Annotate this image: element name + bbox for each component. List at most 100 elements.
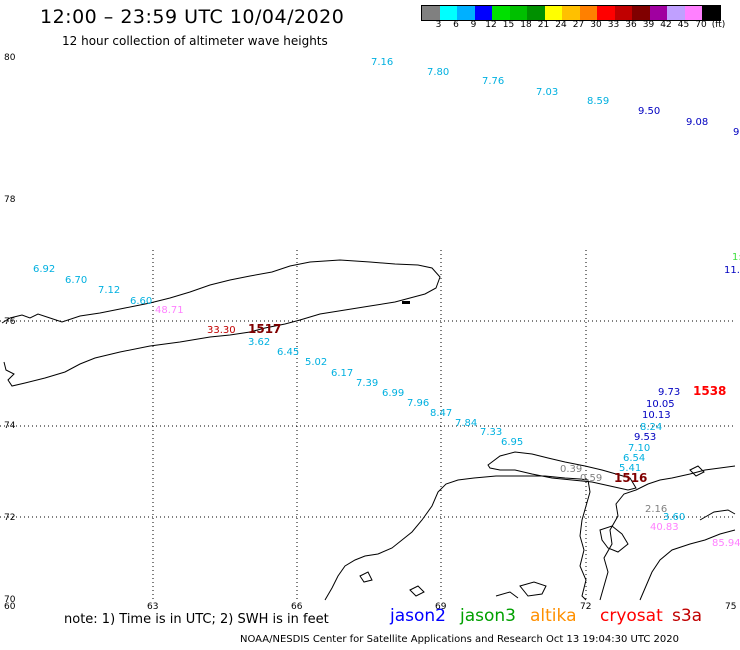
pass-time-label: 1517 [248,322,281,336]
coastline-mainland [324,475,591,601]
wave-height-value: 7.33 [480,427,502,438]
wave-height-readings: 7.16 7.80 7.76 7.03 8.59 9.50 9.08 9 1: 11. 6.92 6.… [33,57,740,549]
wave-height-value: 9.53 [634,432,656,443]
x-axis-labels: 60 63 66 69 72 75 [4,602,736,612]
x-label-60: 60 [4,602,16,612]
wave-height-value: 9 [733,127,739,138]
x-label-63: 63 [147,602,158,612]
color-swatch [439,6,457,20]
color-swatch [702,6,720,20]
coastline-inlet [599,525,629,553]
color-swatch [492,6,510,20]
map-subtitle: 12 hour collection of altimeter wave hei… [62,34,328,48]
wave-height-value: 8.47 [430,408,452,419]
color-scale-label: 30 [590,20,602,30]
color-scale-label: 15 [502,20,515,30]
wave-height-value: 7.03 [536,87,558,98]
wave-height-value: 10.13 [642,410,671,421]
wave-height-value: 7.39 [356,378,378,389]
wave-height-value: 6.45 [277,347,299,358]
wave-height-value: 7.10 [628,443,650,454]
color-scale-label: 70 [695,20,707,30]
legend-jason2: jason2 [390,606,446,626]
color-swatch [562,6,580,20]
wave-height-value: 7.84 [455,418,477,429]
wave-height-value: 5.41 [619,463,641,474]
units-note: note: 1) Time is in UTC; 2) SWH is in fe… [64,612,329,627]
color-scale-label: 45 [677,20,690,30]
color-swatch [597,6,615,20]
legend-s3a: s3a [672,606,703,626]
island-small-2 [495,591,519,599]
color-swatch [649,6,667,20]
wave-height-value: 7.96 [407,398,429,409]
pass-time-label: 1538 [693,384,726,398]
legend-cryosat: cryosat [600,606,663,626]
color-swatch [544,6,562,20]
color-swatch [527,6,545,20]
island-small-3 [409,585,425,597]
wave-height-value: 6.99 [382,388,404,399]
color-scale-label: 42 [660,20,672,30]
color-scale-label: 39 [642,20,655,30]
y-label-78: 78 [4,195,16,205]
color-scale-label: 33 [607,20,620,30]
wave-height-value: 3.60 [663,512,685,523]
wave-height-value: 7.80 [427,67,449,78]
wave-height-value: 7.12 [98,285,120,296]
wave-height-value: 7.16 [371,57,393,68]
color-scale-label: 18 [520,20,532,30]
color-swatch [632,6,650,20]
wave-height-value: 6.70 [65,275,87,286]
color-scale-label: 27 [572,20,585,30]
color-swatch [684,6,702,20]
legend-altika: altika [530,606,577,626]
y-label-76: 76 [4,317,16,327]
wave-height-value: 85.94 [712,538,740,549]
wave-height-value: 1: [732,252,740,263]
wave-height-value: 6.60 [130,296,152,307]
color-swatch [422,6,440,20]
pass-time-label: 1516 [614,471,647,485]
wave-height-value: 6.95 [501,437,523,448]
wave-height-value: 0.39 [560,464,582,475]
color-swatch [509,6,527,20]
y-label-80: 80 [4,53,16,63]
color-scale-label: 36 [625,20,637,30]
credits-footer: NOAA/NESDIS Center for Satellite Applica… [240,634,679,645]
wave-height-value: 6.54 [623,453,645,464]
map-title: 12:00 – 23:59 UTC 10/04/2020 [40,6,345,28]
color-scale-label: 12 [485,20,497,30]
coastline-east [599,465,736,601]
wave-height-value: 11. [724,265,740,276]
wave-height-value: 9.08 [686,117,708,128]
island-small-1 [519,581,547,597]
color-swatch [579,6,597,20]
x-label-72: 72 [580,602,591,612]
x-label-66: 66 [291,602,303,612]
coastline-east-lower [639,529,736,601]
island-small-4 [359,571,373,583]
x-label-69: 69 [435,602,447,612]
y-axis-labels: 80 78 76 74 72 70 [4,53,16,605]
color-scale-label: 24 [555,20,567,30]
y-label-74: 74 [4,421,16,431]
wave-height-value: 6.17 [331,368,353,379]
wave-height-value: 9.50 [638,106,660,117]
wave-height-value: 48.71 [155,305,184,316]
grid-lines [0,250,735,600]
color-swatch [474,6,492,20]
coastline-headland [487,451,637,491]
color-swatch [614,6,632,20]
wave-height-value: 9.73 [658,387,680,398]
wave-height-value: 8.24 [640,422,662,433]
coastlines [1,259,736,601]
legend-jason3: jason3 [460,606,516,626]
wave-height-value: 6.92 [33,264,55,275]
color-swatch [457,6,475,20]
island-small-5 [699,509,736,521]
wave-height-value: 0.59 [580,473,602,484]
color-scale-label: 9 [470,20,477,30]
wave-height-value: 8.59 [587,96,609,107]
